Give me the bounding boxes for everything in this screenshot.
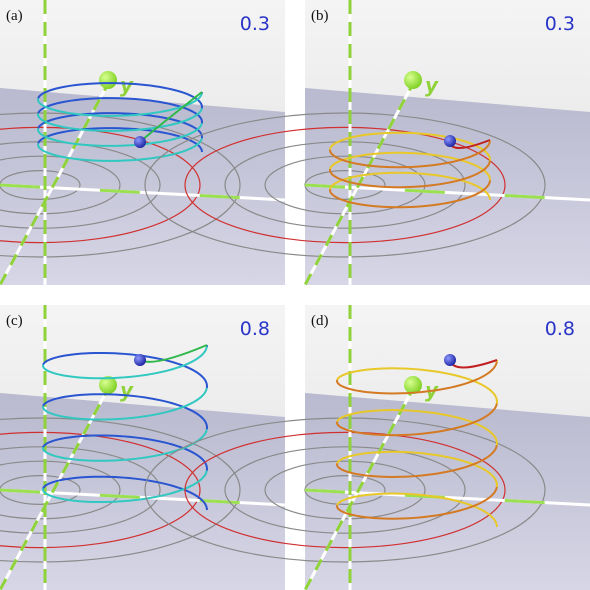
particle <box>134 136 146 148</box>
trajectory <box>37 97 204 124</box>
trajectory <box>37 127 203 153</box>
axis-label: y <box>120 73 134 97</box>
ring <box>0 460 121 520</box>
trajectory <box>41 470 208 504</box>
trajectory <box>36 123 203 147</box>
ring <box>264 460 426 520</box>
floor-plane <box>0 88 285 285</box>
trajectory <box>42 475 208 511</box>
x-axis-dash <box>304 183 590 202</box>
trajectory <box>36 93 203 117</box>
trajectory <box>37 112 204 139</box>
panel: y (b) 0.3 <box>144 0 590 286</box>
ring <box>0 126 201 244</box>
ring <box>184 126 506 244</box>
panel-value: 0.3 <box>545 13 575 35</box>
axis-label: y <box>425 73 439 97</box>
ring <box>0 112 241 258</box>
panel: y (c) 0.8 <box>0 305 286 590</box>
floor-plane <box>0 393 285 590</box>
panel-value: 0.3 <box>240 13 270 35</box>
y-axis-dash <box>0 384 112 590</box>
trajectory <box>335 361 498 395</box>
ring <box>0 417 241 563</box>
trajectory <box>335 445 498 478</box>
ring <box>0 446 161 534</box>
y-axis-dash <box>303 384 417 590</box>
ring <box>144 417 546 563</box>
panel: y (a) 0.3 <box>0 0 286 286</box>
x-axis-dash <box>0 183 286 202</box>
trajectory <box>329 131 491 161</box>
floor-plane <box>305 88 590 285</box>
ring <box>0 431 201 549</box>
ring <box>224 141 466 229</box>
particle <box>444 354 456 366</box>
trajectory <box>336 450 499 488</box>
y-axis-ball <box>404 71 422 89</box>
ring <box>224 446 466 534</box>
ring <box>0 170 81 200</box>
trajectory <box>329 180 491 209</box>
ring <box>0 475 81 505</box>
ring <box>144 112 546 258</box>
x-axis-dash <box>304 488 590 507</box>
axis-label: y <box>120 378 134 402</box>
panel-label: (b) <box>311 8 329 24</box>
trajectory <box>336 367 499 404</box>
y-axis-ball <box>99 376 117 394</box>
trajectory <box>42 393 209 430</box>
floor-plane <box>305 393 590 590</box>
trajectory <box>329 140 491 169</box>
panel-label: (c) <box>6 313 23 329</box>
panel-value: 0.8 <box>240 318 270 340</box>
particle <box>134 354 146 366</box>
panel-label: (d) <box>311 313 329 329</box>
trajectory <box>42 351 209 389</box>
trajectory <box>336 492 498 528</box>
ring <box>184 431 506 549</box>
panel: y(d) 0.8 <box>144 305 590 590</box>
y-axis-ball <box>99 71 117 89</box>
trajectory <box>41 346 208 380</box>
trajectory <box>37 82 204 109</box>
particle <box>444 135 456 147</box>
y-axis-dash <box>0 79 112 286</box>
panel-value: 0.8 <box>545 318 575 340</box>
y-axis-ball <box>404 376 422 394</box>
trajectory <box>336 409 499 446</box>
trajectory <box>36 138 203 162</box>
trajectory <box>335 403 498 437</box>
x-axis-dash <box>0 488 286 507</box>
trajectory <box>41 387 208 421</box>
ring <box>0 155 121 215</box>
trajectory <box>42 434 209 471</box>
y-axis-dash <box>303 79 417 286</box>
trajectory <box>36 108 203 132</box>
panel-label: (a) <box>6 8 23 24</box>
trajectory <box>328 160 491 189</box>
trajectory <box>335 486 498 520</box>
